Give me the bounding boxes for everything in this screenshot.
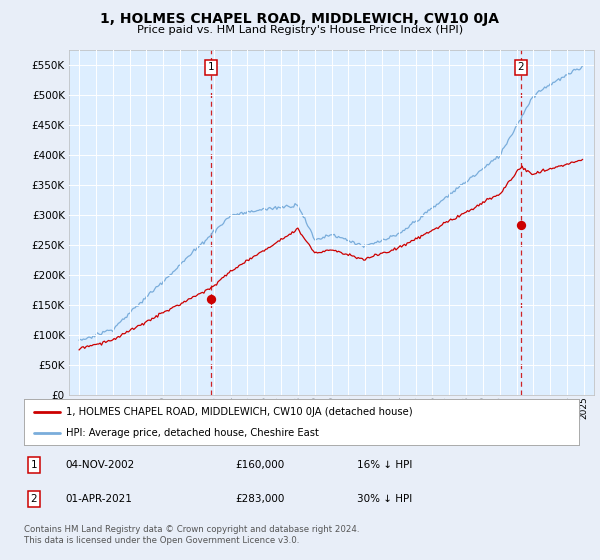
Text: 1, HOLMES CHAPEL ROAD, MIDDLEWICH, CW10 0JA (detached house): 1, HOLMES CHAPEL ROAD, MIDDLEWICH, CW10 … (65, 407, 412, 417)
Text: Contains HM Land Registry data © Crown copyright and database right 2024.
This d: Contains HM Land Registry data © Crown c… (24, 525, 359, 545)
Text: 1: 1 (208, 63, 214, 72)
Text: 16% ↓ HPI: 16% ↓ HPI (357, 460, 412, 470)
Text: 30% ↓ HPI: 30% ↓ HPI (357, 494, 412, 503)
Text: 01-APR-2021: 01-APR-2021 (65, 494, 133, 503)
Point (206, 295, 216, 304)
Text: £283,000: £283,000 (235, 494, 284, 503)
Text: 04-NOV-2002: 04-NOV-2002 (65, 460, 135, 470)
Text: 1, HOLMES CHAPEL ROAD, MIDDLEWICH, CW10 0JA: 1, HOLMES CHAPEL ROAD, MIDDLEWICH, CW10 … (101, 12, 499, 26)
Text: 2: 2 (517, 63, 524, 72)
Text: Price paid vs. HM Land Registry's House Price Index (HPI): Price paid vs. HM Land Registry's House … (137, 25, 463, 35)
Text: 1: 1 (31, 460, 37, 470)
Text: HPI: Average price, detached house, Cheshire East: HPI: Average price, detached house, Ches… (65, 428, 319, 438)
Point (516, 221, 526, 230)
Text: £160,000: £160,000 (235, 460, 284, 470)
Text: 2: 2 (31, 494, 37, 503)
